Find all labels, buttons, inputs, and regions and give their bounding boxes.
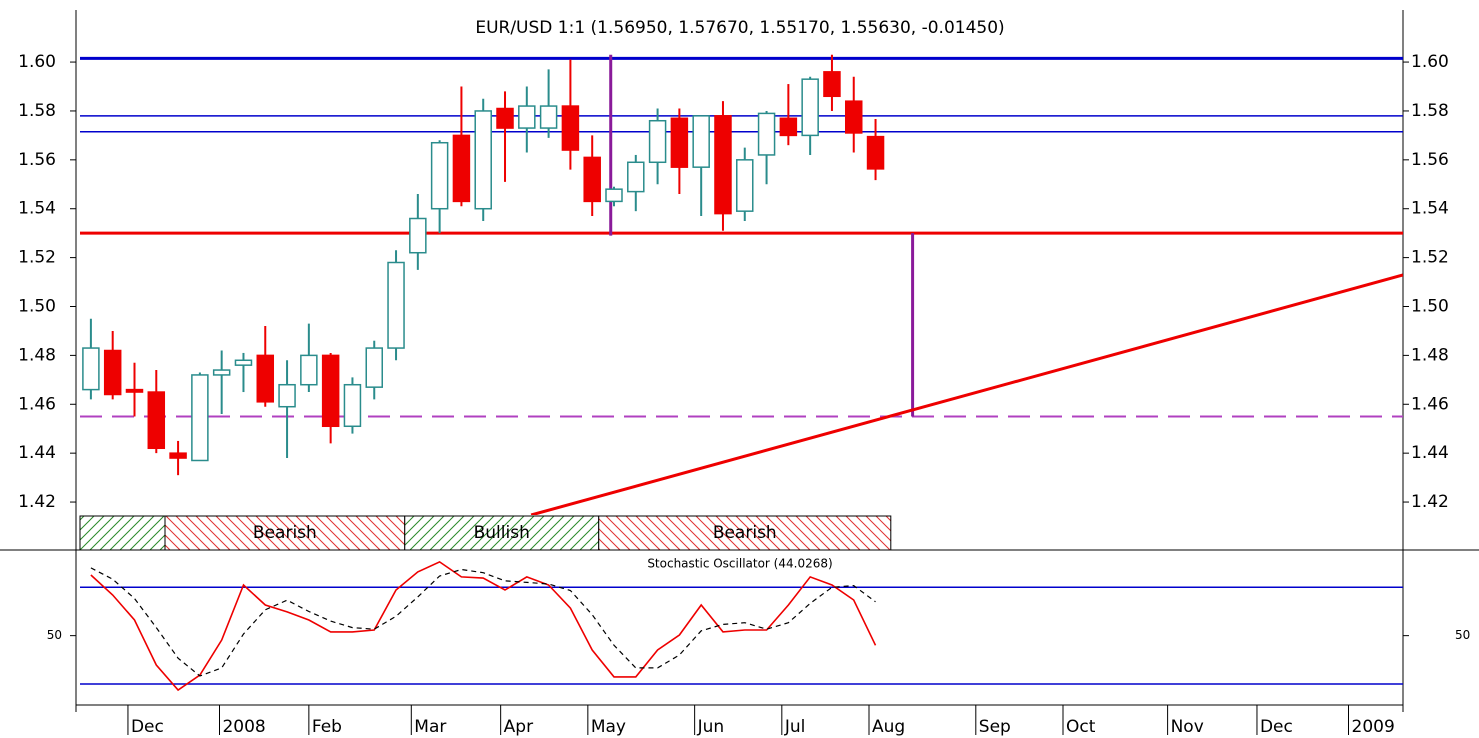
x-tick-label: Sep (979, 717, 1011, 737)
candle-body (801, 78, 819, 137)
y-tick-label: 1.48 (18, 345, 56, 365)
candle-body (409, 217, 427, 254)
zone-label: Bearish (713, 523, 777, 543)
x-tick-label: Jul (784, 717, 806, 737)
candle-body (103, 349, 122, 396)
zone-label: Bearish (253, 523, 317, 543)
y-tick-label: 1.54 (1411, 199, 1449, 219)
x-tick-label: Nov (1171, 717, 1204, 737)
candle-body (365, 347, 383, 388)
candle-body (583, 156, 601, 203)
sentiment-zone (79, 515, 166, 551)
candle-body (605, 188, 623, 203)
x-tick-label: Dec (1260, 717, 1293, 737)
x-tick-label: Oct (1066, 717, 1096, 737)
candle-body (648, 119, 667, 164)
x-tick-label: Aug (872, 717, 905, 737)
y-tick-label: 1.44 (18, 443, 56, 463)
x-tick-label: 2008 (222, 717, 265, 737)
y-tick-label: 1.52 (1411, 248, 1449, 268)
y-tick-label: 1.54 (18, 199, 56, 219)
candle-body (496, 107, 514, 129)
sentiment-zone (164, 515, 406, 551)
candle-body (300, 354, 318, 386)
candle-body (474, 110, 492, 210)
candle-body (714, 115, 732, 215)
candle-body (627, 161, 645, 193)
y-tick-label: 1.60 (18, 52, 56, 72)
y-tick-label: 1.50 (18, 296, 56, 316)
candle-body (736, 159, 754, 212)
candle-body (212, 369, 231, 376)
y-tick-label: 1.46 (18, 394, 56, 414)
candle-body (147, 391, 166, 450)
x-tick-label: Feb (312, 717, 342, 737)
price-plot (80, 54, 1403, 515)
candle-body (866, 135, 885, 170)
candle-body (234, 359, 253, 366)
y-tick-label: 1.48 (1411, 345, 1449, 365)
candle-body (757, 112, 776, 156)
sentiment-zone (404, 515, 600, 551)
candle-body (278, 383, 296, 408)
candle-body (561, 105, 580, 151)
candle-body (191, 374, 209, 462)
x-tick-label: May (591, 717, 626, 737)
y-tick-label: 1.58 (1411, 101, 1449, 121)
x-tick-label: 2009 (1352, 717, 1395, 737)
y-tick-label: 1.44 (1411, 443, 1449, 463)
oscillator-line (90, 560, 877, 692)
y-tick-label: 1.42 (1411, 492, 1449, 512)
candle-body (343, 383, 362, 428)
x-tick-label: Jun (697, 717, 725, 737)
candle-body (844, 100, 863, 134)
candle-body (539, 105, 558, 129)
x-tick-label: Apr (504, 717, 533, 737)
oscillator-line (90, 567, 876, 677)
candle-body (387, 261, 405, 349)
y-tick-label: 1.60 (1411, 52, 1449, 72)
sentiment-zone (598, 515, 892, 551)
candle-body (670, 117, 689, 168)
candle-body (125, 388, 144, 393)
zone-label: Bullish (474, 523, 530, 543)
y-tick-label: 1.46 (1411, 394, 1449, 414)
chart-title: EUR/USD 1:1 (1.56950, 1.57670, 1.55170, … (475, 18, 1004, 38)
drawn-line (530, 273, 1403, 515)
y-tick-label: 50 (47, 628, 62, 642)
candle-body (321, 354, 340, 428)
candle-body (692, 115, 710, 168)
y-tick-label: 1.50 (1411, 296, 1449, 316)
x-tick-label: Dec (131, 717, 164, 737)
candle-body (779, 117, 798, 137)
y-tick-label: 1.42 (18, 492, 56, 512)
y-tick-label: 1.52 (18, 248, 56, 268)
candle-body (82, 347, 100, 391)
candle-body (430, 141, 449, 210)
candle-body (452, 134, 471, 203)
y-tick-label: 50 (1455, 628, 1470, 642)
candle-body (823, 71, 841, 98)
y-tick-label: 1.56 (18, 150, 56, 170)
candle-body (256, 354, 275, 403)
y-tick-label: 1.56 (1411, 150, 1449, 170)
y-tick-label: 1.58 (18, 101, 56, 121)
candle-body (518, 105, 536, 129)
oscillator-title: Stochastic Oscillator (44.0268) (647, 557, 832, 571)
x-tick-label: Mar (414, 717, 446, 737)
candle-body (169, 452, 187, 459)
